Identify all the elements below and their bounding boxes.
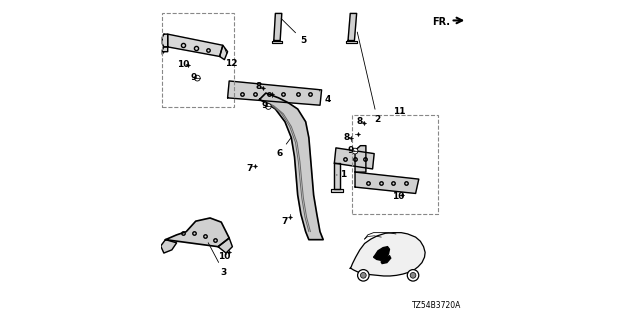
Circle shape — [266, 104, 271, 109]
Text: 1: 1 — [337, 171, 346, 180]
Polygon shape — [334, 163, 340, 189]
Polygon shape — [355, 146, 366, 172]
Circle shape — [358, 270, 369, 281]
Polygon shape — [220, 45, 228, 60]
Polygon shape — [355, 172, 419, 194]
Polygon shape — [163, 47, 168, 54]
Text: 9: 9 — [348, 146, 355, 155]
Text: 8: 8 — [256, 82, 262, 91]
Bar — [163, 13, 234, 108]
Polygon shape — [374, 247, 390, 260]
Polygon shape — [271, 41, 282, 43]
Polygon shape — [381, 256, 391, 264]
Circle shape — [195, 75, 200, 81]
Text: 8: 8 — [343, 132, 350, 141]
Polygon shape — [259, 93, 323, 240]
Polygon shape — [168, 34, 223, 56]
Text: FR.: FR. — [432, 17, 450, 28]
Polygon shape — [346, 41, 356, 43]
Polygon shape — [161, 240, 177, 253]
Polygon shape — [218, 238, 232, 253]
Text: 7: 7 — [246, 164, 252, 173]
Polygon shape — [166, 218, 229, 247]
Polygon shape — [228, 81, 321, 105]
Circle shape — [410, 272, 416, 278]
Text: 6: 6 — [276, 137, 291, 158]
Circle shape — [352, 148, 358, 154]
Text: 10: 10 — [177, 60, 190, 69]
Text: 8: 8 — [356, 116, 364, 126]
Text: 10: 10 — [392, 192, 404, 201]
Circle shape — [360, 272, 366, 278]
Text: 9: 9 — [261, 101, 268, 110]
Text: 3: 3 — [208, 243, 227, 277]
Text: 9: 9 — [190, 73, 197, 82]
Polygon shape — [350, 233, 425, 276]
Polygon shape — [334, 148, 374, 169]
Text: 12: 12 — [225, 49, 237, 68]
Polygon shape — [163, 34, 168, 47]
Text: 10: 10 — [218, 252, 230, 261]
Text: 4: 4 — [319, 91, 331, 104]
Text: 5: 5 — [281, 19, 307, 45]
Polygon shape — [331, 189, 343, 192]
Polygon shape — [274, 13, 282, 41]
Text: TZ54B3720A: TZ54B3720A — [412, 301, 461, 310]
Text: 7: 7 — [282, 217, 288, 226]
Circle shape — [407, 270, 419, 281]
Polygon shape — [348, 13, 356, 41]
Bar — [352, 116, 438, 214]
Text: 11: 11 — [393, 107, 405, 116]
Text: 2: 2 — [357, 32, 380, 124]
